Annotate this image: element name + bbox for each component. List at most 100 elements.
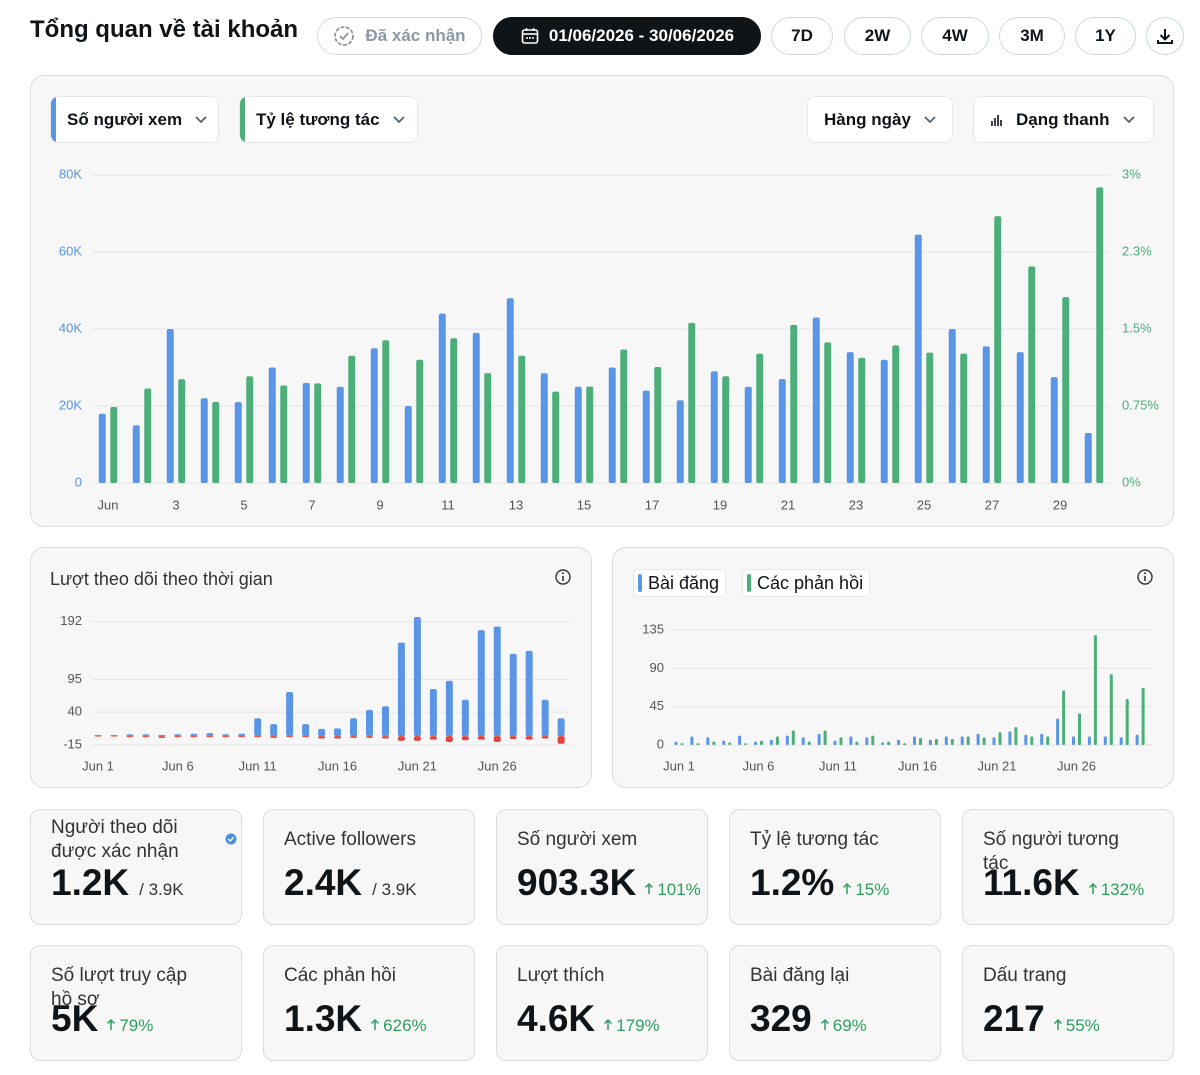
range-button[interactable]: 1Y bbox=[1075, 17, 1136, 55]
chevron bbox=[195, 115, 207, 123]
stat-label: Số lượt truy cập hồ sơ bbox=[51, 965, 188, 1010]
stat-change-text: 132% bbox=[1100, 880, 1145, 899]
up-arrow bbox=[645, 882, 654, 894]
stat-change: 626% bbox=[370, 1016, 427, 1036]
legend-item[interactable]: Các phản hồi bbox=[742, 569, 871, 597]
stat-card: Tỷ lệ tương tác 1.2% 15% bbox=[729, 809, 941, 925]
interval-text: Hàng ngày bbox=[824, 109, 911, 129]
stat-label: Người theo dõi được xác nhận bbox=[51, 817, 179, 862]
stat-change: 79% bbox=[106, 1016, 153, 1036]
stat-row: 1.3K 626% bbox=[284, 998, 470, 1040]
stat-value: 4.6K bbox=[517, 998, 596, 1039]
stat-change-text: 15% bbox=[855, 880, 890, 899]
stat-row: 329 69% bbox=[750, 998, 936, 1040]
series-name: Số người xem bbox=[67, 109, 183, 129]
stat-row: 11.6K 132% bbox=[983, 862, 1169, 904]
stat-change: 15% bbox=[842, 880, 889, 900]
stat-card: Active followers 2.4K / 3.9K bbox=[263, 809, 475, 925]
up-arrow bbox=[1088, 882, 1097, 894]
stat-value: 1.3K bbox=[284, 998, 363, 1039]
stat-row: 2.4K / 3.9K bbox=[284, 862, 470, 904]
stat-label: Số người tương tác bbox=[983, 829, 1119, 874]
download-icon bbox=[1157, 29, 1173, 44]
stat-value: 1.2% bbox=[750, 862, 835, 903]
stat-change-text: 101% bbox=[657, 880, 701, 899]
up-arrow bbox=[107, 1018, 116, 1030]
stat-row: 1.2K / 3.9K bbox=[51, 862, 237, 904]
series-color bbox=[51, 97, 56, 142]
stat-value: 217 bbox=[983, 998, 1045, 1039]
stat-change: 179% bbox=[603, 1016, 660, 1036]
series-selector[interactable]: Tỷ lệ tương tác bbox=[239, 96, 418, 143]
up-arrow bbox=[371, 1018, 380, 1030]
stat-card: Số lượt truy cập hồ sơ 5K 79% bbox=[30, 945, 242, 1061]
series-selector[interactable]: Số người xem bbox=[50, 96, 219, 143]
stat-value: 11.6K bbox=[983, 862, 1080, 903]
verified-icon bbox=[334, 26, 355, 46]
stat-row: 4.6K 179% bbox=[517, 998, 703, 1040]
stat-change: 101% bbox=[644, 880, 701, 900]
stat-value: 2.4K bbox=[284, 862, 363, 903]
stat-row: 1.2% 15% bbox=[750, 862, 936, 904]
stat-label: Active followers bbox=[284, 829, 416, 850]
info-icon[interactable] bbox=[554, 568, 572, 586]
stat-row: 903.3K 101% bbox=[517, 862, 703, 904]
up-arrow bbox=[820, 1018, 829, 1030]
stat-label: Lượt thích bbox=[517, 965, 605, 986]
series-color bbox=[240, 97, 245, 142]
range-button[interactable]: 4W bbox=[921, 17, 989, 55]
stat-value: 903.3K bbox=[517, 862, 637, 903]
stat-card: Số người tương tác 11.6K 132% bbox=[962, 809, 1174, 925]
stat-card: Dấu trang 217 55% bbox=[962, 945, 1174, 1061]
bar-icon bbox=[991, 114, 1002, 126]
stat-change: 55% bbox=[1053, 1016, 1100, 1036]
stat-value: 329 bbox=[750, 998, 812, 1039]
stat-change-text: 79% bbox=[119, 1016, 154, 1035]
stat-total: / 3.9K bbox=[372, 880, 417, 899]
range-button[interactable]: 3M bbox=[999, 17, 1065, 55]
chevron bbox=[1122, 115, 1135, 123]
legend-text: Bài đăng bbox=[648, 572, 720, 593]
stat-label: Số người xem bbox=[517, 829, 638, 850]
up-arrow bbox=[1053, 1018, 1062, 1030]
stat-card: Số người xem 903.3K 101% bbox=[496, 809, 708, 925]
download-button[interactable] bbox=[1146, 17, 1184, 55]
verified-badge bbox=[225, 833, 237, 845]
date-range-text: 01/06/2026 - 30/06/2026 bbox=[548, 26, 735, 45]
verified-filter[interactable]: Đã xác nhận bbox=[317, 17, 482, 55]
legend-color bbox=[747, 574, 751, 592]
info-icon[interactable] bbox=[1136, 568, 1154, 586]
stat-change-text: 626% bbox=[383, 1016, 427, 1035]
interval-selector[interactable]: Hàng ngày bbox=[807, 96, 953, 143]
range-button[interactable]: 7D bbox=[771, 17, 833, 55]
stat-label: Dấu trang bbox=[983, 965, 1067, 986]
stat-row: 5K 79% bbox=[51, 998, 237, 1040]
range-button[interactable]: 2W bbox=[844, 17, 911, 55]
chart-title: Lượt theo dõi theo thời gian bbox=[50, 569, 273, 589]
stat-change-text: 179% bbox=[616, 1016, 660, 1035]
stat-change: 69% bbox=[820, 1016, 867, 1036]
stat-row: 217 55% bbox=[983, 998, 1169, 1040]
stat-value: 1.2K bbox=[51, 862, 130, 903]
stat-change-text: 69% bbox=[832, 1016, 867, 1035]
legend-text: Các phản hồi bbox=[757, 572, 864, 593]
stat-change: 132% bbox=[1088, 880, 1144, 900]
chart-style-text: Dạng thanh bbox=[1016, 109, 1110, 129]
stat-change-text: 55% bbox=[1065, 1016, 1100, 1035]
stat-label: Các phản hồi bbox=[284, 965, 396, 986]
stat-card: Các phản hồi 1.3K 626% bbox=[263, 945, 475, 1061]
up-arrow bbox=[843, 882, 852, 894]
calendar-icon bbox=[521, 28, 539, 44]
stat-card: Lượt thích 4.6K 179% bbox=[496, 945, 708, 1061]
legend-color bbox=[638, 574, 642, 592]
verified-text: Đã xác nhận bbox=[365, 26, 466, 45]
up-arrow bbox=[604, 1018, 613, 1030]
stat-card: Người theo dõi được xác nhận 1.2K / 3.9K bbox=[30, 809, 242, 925]
date-range[interactable]: 01/06/2026 - 30/06/2026 bbox=[493, 17, 761, 55]
stat-total: / 3.9K bbox=[139, 880, 184, 899]
legend-item[interactable]: Bài đăng bbox=[633, 569, 727, 597]
page-title: Tổng quan về tài khoản bbox=[30, 16, 299, 43]
chart-style-selector[interactable]: Dạng thanh bbox=[973, 96, 1154, 143]
